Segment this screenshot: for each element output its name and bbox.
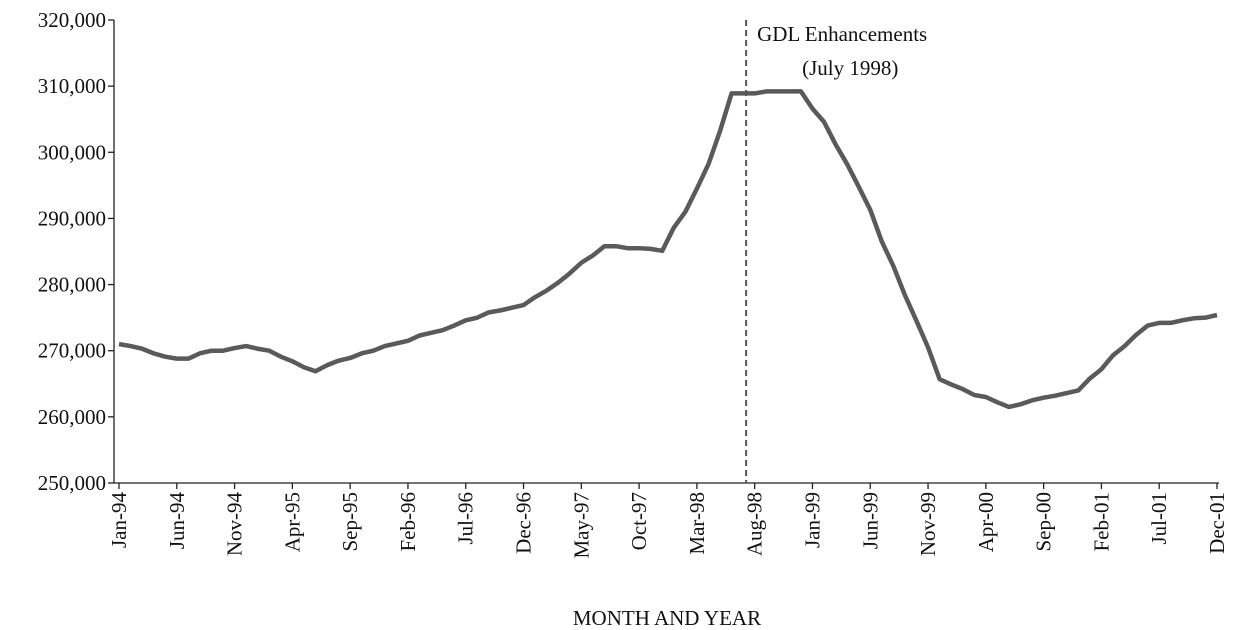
x-tick-label: Dec-01: [1205, 492, 1229, 554]
x-tick-label: Sep-00: [1032, 492, 1056, 552]
x-tick-label: Jan-99: [800, 492, 824, 548]
x-tick-label: Jun-94: [165, 492, 189, 550]
x-tick-label: Feb-01: [1089, 492, 1113, 552]
data-line: [118, 89, 1218, 410]
y-tick-label: 280,000: [38, 273, 106, 297]
x-tick-label: Jan-94: [107, 492, 131, 548]
x-tick-label: Feb-96: [396, 492, 420, 552]
x-tick-label: Mar-98: [685, 492, 709, 555]
x-tick-label: Nov-99: [916, 492, 940, 556]
y-tick-label: 290,000: [38, 206, 106, 230]
x-tick-label: Jul-96: [454, 492, 478, 545]
annotation-text: GDL Enhancements: [757, 22, 927, 46]
x-tick-label: Nov-94: [223, 492, 247, 557]
y-tick-label: 300,000: [38, 140, 106, 164]
x-tick-label: May-97: [569, 492, 593, 559]
y-tick-label: 260,000: [38, 405, 106, 429]
y-tick-label: 320,000: [38, 8, 106, 32]
x-tick-label: Aug-98: [743, 492, 767, 556]
x-axis-label: MONTH AND YEAR: [573, 606, 761, 630]
x-tick-label: Sep-95: [338, 492, 362, 552]
x-tick-label: Apr-00: [974, 492, 998, 552]
x-tick-label: Jul-01: [1147, 492, 1171, 545]
y-tick-label: 270,000: [38, 339, 106, 363]
x-tick-label: Jun-99: [858, 492, 882, 549]
x-tick-label: Oct-97: [627, 492, 651, 550]
annotation-text: (July 1998): [802, 56, 898, 80]
x-tick-label: Apr-95: [280, 492, 304, 552]
y-tick-label: 310,000: [38, 74, 106, 98]
x-tick-label: Dec-96: [512, 492, 536, 554]
y-tick-label: 250,000: [38, 471, 106, 495]
